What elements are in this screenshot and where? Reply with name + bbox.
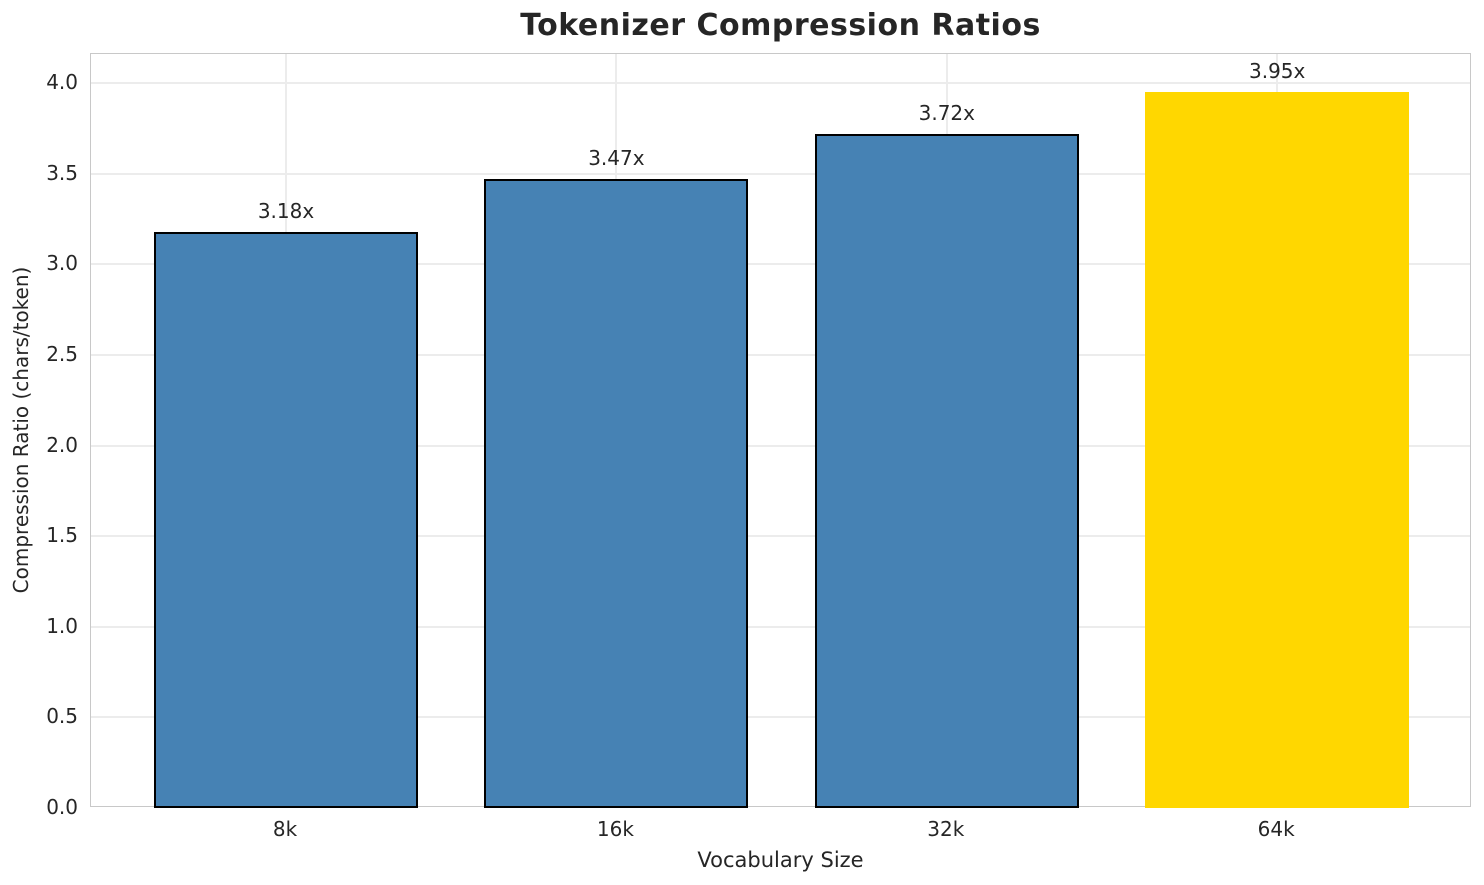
y-tick-label: 3.0 <box>46 251 78 276</box>
gridline-h <box>91 444 1470 447</box>
gridline-h <box>91 625 1470 628</box>
chart-title: Tokenizer Compression Ratios <box>520 8 1041 43</box>
y-tick-label: 2.0 <box>46 432 78 457</box>
x-tick-label: 32k <box>927 817 965 841</box>
gridline-h <box>91 353 1470 356</box>
y-tick-label: 0.0 <box>46 795 78 819</box>
bar-value-label: 3.18x <box>257 198 315 223</box>
gridline-h <box>91 263 1470 266</box>
gridline-h <box>91 82 1470 84</box>
bar <box>484 179 749 808</box>
y-tick-label: 0.5 <box>46 704 78 729</box>
bar <box>814 133 1079 808</box>
y-tick-label: 1.0 <box>46 613 78 638</box>
gridline-h <box>91 172 1470 175</box>
y-tick-label: 3.5 <box>46 160 78 185</box>
y-tick-label: 2.5 <box>46 341 78 366</box>
bar-value-label: 3.72x <box>918 100 975 125</box>
gridline-h <box>91 535 1470 538</box>
x-axis-label: Vocabulary Size <box>697 848 864 872</box>
bar <box>1145 92 1410 808</box>
bar <box>154 231 418 808</box>
y-axis-label: Compression Ratio (chars/token) <box>9 266 33 594</box>
plot-area: 3.18x 3.47x 3.72x 3.95x <box>90 53 1471 808</box>
x-tick-label: 64k <box>1257 817 1295 841</box>
bar-value-label: 3.47x <box>588 146 645 171</box>
y-tick-label: 1.5 <box>46 523 78 548</box>
x-tick-label: 8k <box>272 817 298 841</box>
bar-value-label: 3.95x <box>1249 59 1306 84</box>
y-tick-label: 4.0 <box>46 70 78 94</box>
x-tick-label: 16k <box>596 817 634 841</box>
gridline-h <box>91 716 1470 719</box>
